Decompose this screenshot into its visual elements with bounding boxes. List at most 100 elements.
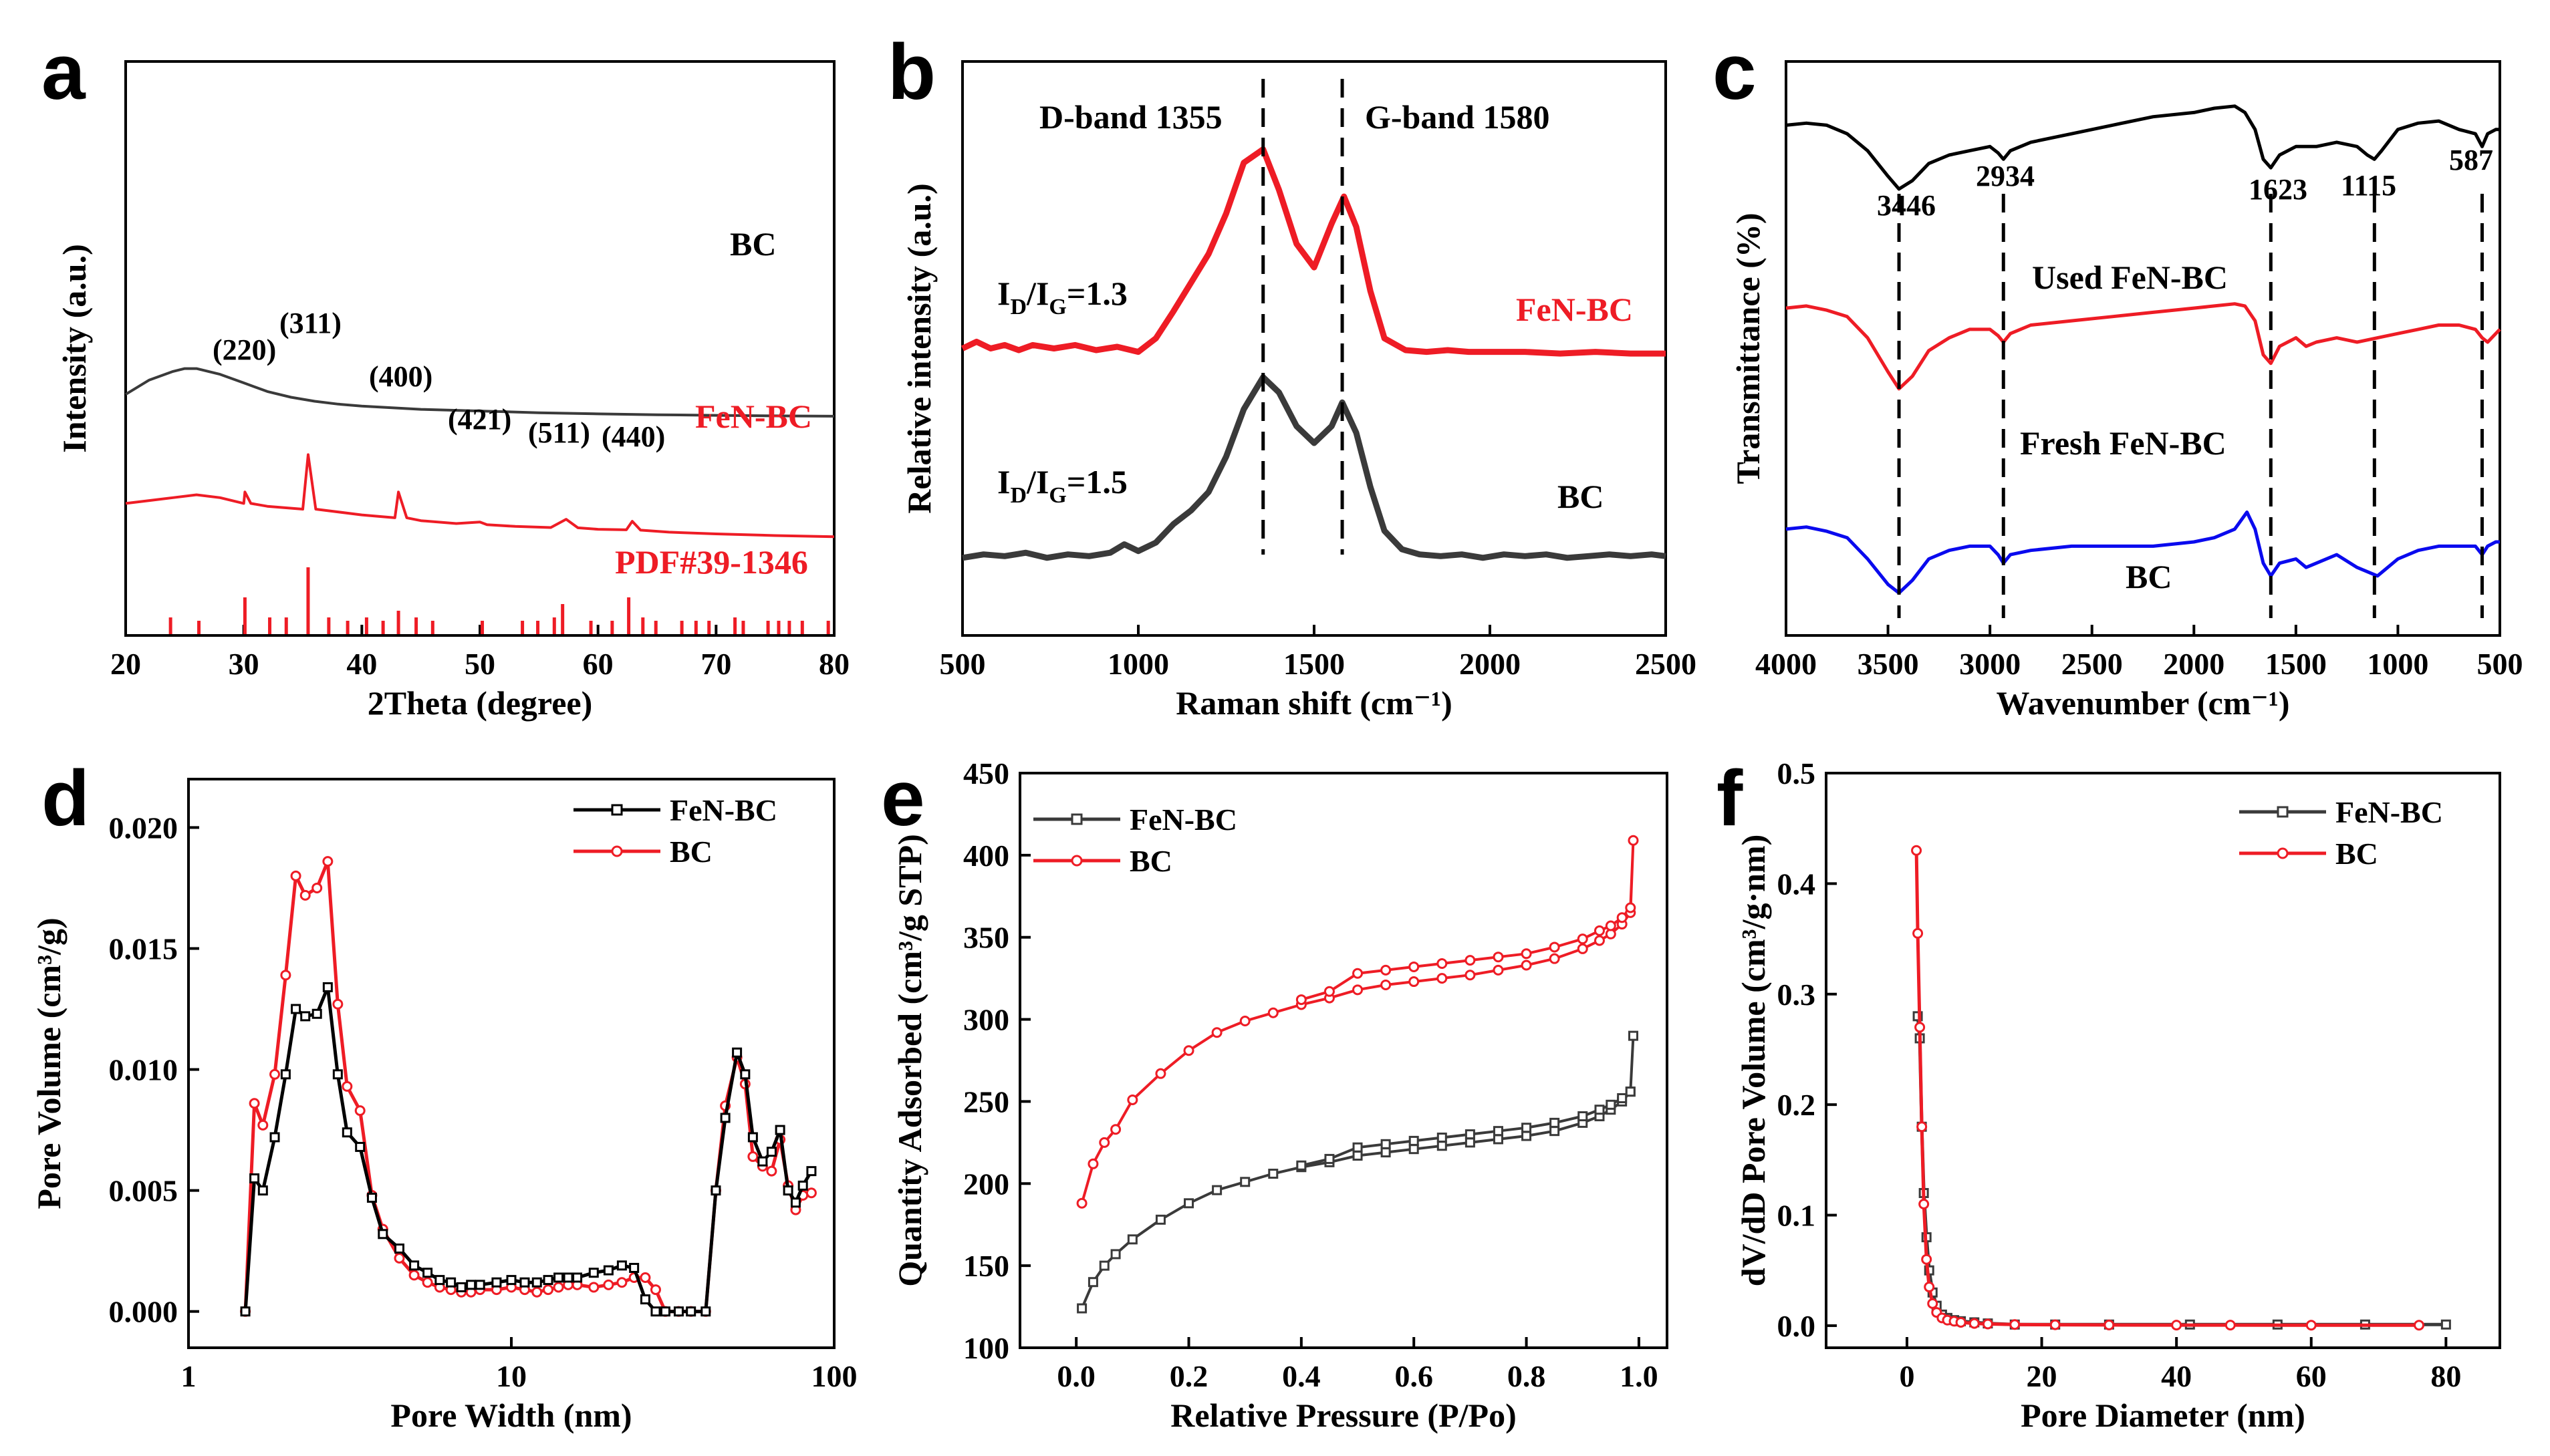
panel-e-ytick-label: 100 xyxy=(963,1331,1009,1365)
panel-e-fen-bc-data-point xyxy=(1521,1131,1532,1141)
panel-d-fen-bc-data-point xyxy=(747,1132,758,1143)
panel-e-legend-label: BC xyxy=(1130,844,1172,878)
panel-d-fen-bc-data-point xyxy=(700,1306,711,1317)
panel-c-xtick-label: 3000 xyxy=(1959,647,2021,681)
panel-f-bc-data-point xyxy=(2049,1319,2061,1330)
panel-f-bc-data-point xyxy=(1921,1254,1932,1265)
panel-f-bc-data-point xyxy=(1912,927,1924,939)
panel-d-fen-bc-data-point xyxy=(466,1280,477,1290)
panel-d-bc-data-point xyxy=(311,882,323,893)
panel-e-ytick-label: 150 xyxy=(963,1249,1009,1283)
panel-d-xtick-label: 1 xyxy=(181,1359,197,1393)
panel-d-bc-series-line xyxy=(243,859,812,1314)
panel-d-fen-bc-data-point xyxy=(543,1275,553,1286)
panel-f-bc-data-point xyxy=(2103,1319,2115,1330)
panel-e-fen-bc-data-point xyxy=(1606,1099,1616,1110)
series-label-fen-bc: FeN-BC xyxy=(695,398,812,435)
marker-label-3446: 3446 xyxy=(1877,189,1936,222)
panel-e-bc-data-point xyxy=(1155,1068,1166,1079)
panel-label-b: b xyxy=(888,28,936,116)
panel-d-fen-bc-data-point xyxy=(257,1185,268,1196)
panel-f-bc-data-point xyxy=(2171,1320,2182,1331)
panel-e-ytick-label: 400 xyxy=(963,839,1009,873)
panel-f-xtick-label: 20 xyxy=(2027,1359,2057,1393)
panel-e-bc-data-point xyxy=(1577,943,1588,954)
panel-d-fen-bc-data-point xyxy=(720,1113,731,1123)
panel-d-ytick-label: 0.010 xyxy=(109,1053,178,1087)
panel-e-bc-data-point xyxy=(1408,961,1420,972)
peak-label-511: (511) xyxy=(528,416,590,449)
panel-d-fen-bc-data-point xyxy=(475,1280,485,1290)
panel-d-ytick-label: 0.015 xyxy=(109,931,178,966)
panel-d-bc-data-point xyxy=(531,1286,543,1298)
panel-d-bc-data-point xyxy=(588,1282,600,1293)
panel-e-ytick-label: 300 xyxy=(963,1003,1009,1037)
panel-c-xtick-label: 1000 xyxy=(2367,647,2428,681)
series-label-bc: BC xyxy=(1557,478,1604,515)
panel-e-xtick-label: 0.8 xyxy=(1507,1359,1546,1393)
panel-e-bc-data-point xyxy=(1088,1158,1099,1169)
panel-c-xtick-label: 500 xyxy=(2477,647,2523,681)
panel-e-bc-data-point xyxy=(1549,941,1560,953)
panel-f-pore-diameter: 0 20 40 60 80 0.0 0.1 0.2 0.3 0.4 0.5 Pore Diameter… xyxy=(1735,756,2501,1434)
panel-e-fen-bc-data-point xyxy=(1625,1086,1636,1097)
peak-label-400: (400) xyxy=(369,360,432,393)
panel-f-bc-data-point xyxy=(1918,1199,1930,1209)
panel-d-legend-label: BC xyxy=(670,835,713,869)
panel-f-legend-label: FeN-BC xyxy=(2335,795,2443,829)
panel-d-ytick-label: 0.005 xyxy=(109,1174,178,1208)
marker-label-2934: 2934 xyxy=(1976,160,2035,192)
panel-d-fen-bc-data-point xyxy=(732,1047,743,1058)
panel-e-ytick-label: 200 xyxy=(963,1167,1009,1201)
panel-d-fen-bc-data-point xyxy=(280,1069,291,1080)
panel-a-xtick-label: 70 xyxy=(700,647,731,681)
panel-e-bc-data-point xyxy=(1493,952,1504,963)
panel-d-fen-bc-data-point xyxy=(366,1192,377,1203)
panel-b-xtick-label: 2500 xyxy=(1635,647,1696,681)
panel-e-fen-bc-data-point xyxy=(1110,1249,1121,1260)
series-label-fen-bc: FeN-BC xyxy=(1516,291,1633,328)
panel-a-xrd: 20 30 40 50 60 70 80 2Theta (degree) Intensity (… xyxy=(55,60,850,722)
ratio-label-bc: ID/IG=1.5 xyxy=(997,463,1128,508)
panel-f-ytick-label: 0.4 xyxy=(1777,867,1816,901)
panel-e-fen-bc-data-point xyxy=(1324,1153,1335,1164)
panel-e-bc-data-point xyxy=(1521,948,1532,960)
panel-f-bc-data-point xyxy=(2009,1319,2021,1330)
panel-e-fen-bc-data-point xyxy=(1352,1142,1363,1153)
panel-a-y-axis-label: Intensity (a.u.) xyxy=(55,244,93,453)
panel-e-fen-bc-data-point xyxy=(1549,1117,1560,1128)
panel-d-fen-bc-data-point xyxy=(650,1306,661,1317)
panel-e-xtick-label: 0.0 xyxy=(1057,1359,1096,1393)
panel-e-fen-bc-data-point xyxy=(1464,1129,1475,1140)
panel-e-legend-marker xyxy=(1071,855,1083,867)
panel-e-fen-bc-data-point xyxy=(1408,1144,1419,1155)
panel-d-bc-data-point xyxy=(342,1080,353,1092)
panel-f-bc-data-point xyxy=(1911,845,1922,856)
panel-a-annotations: (220) (311) (400) (421) (511) (440) BC F… xyxy=(213,225,812,581)
panel-e-bc-data-point xyxy=(1577,933,1588,945)
panel-b-xtick-label: 2000 xyxy=(1459,647,1521,681)
panel-label-a: a xyxy=(41,28,86,116)
panel-f-xtick-label: 40 xyxy=(2161,1359,2192,1393)
peak-label-421: (421) xyxy=(448,403,511,436)
panel-d-fen-bc-data-point xyxy=(629,1262,640,1273)
panel-e-bc-data-point xyxy=(1380,964,1392,976)
panel-e-fen-bc-data-point xyxy=(1628,1030,1638,1041)
panel-d-fen-bc-data-point xyxy=(531,1277,542,1288)
panel-label-e: e xyxy=(881,754,925,843)
series-label-bc: BC xyxy=(730,225,776,263)
panel-d-bc-data-point xyxy=(394,1253,405,1264)
panel-f-x-axis-label: Pore Diameter (nm) xyxy=(2021,1397,2305,1434)
panel-d-fen-bc-data-point xyxy=(249,1173,260,1184)
panel-d-fen-bc-data-point xyxy=(766,1147,777,1157)
panel-f-legend-label: BC xyxy=(2335,837,2378,871)
panel-f-legend-marker xyxy=(2277,847,2289,859)
panel-f-xtick-label: 60 xyxy=(2296,1359,2327,1393)
panel-d-fen-bc-data-point xyxy=(342,1127,352,1138)
panel-e-ytick-label: 250 xyxy=(963,1084,1009,1119)
panel-e-plot-frame xyxy=(1019,772,1668,1349)
panel-e-bc-data-point xyxy=(1436,958,1448,970)
panel-e-fen-bc-data-point xyxy=(1617,1093,1628,1104)
panel-d-bc-data-point xyxy=(422,1277,433,1288)
panel-e-xtick-label: 1.0 xyxy=(1620,1359,1658,1393)
